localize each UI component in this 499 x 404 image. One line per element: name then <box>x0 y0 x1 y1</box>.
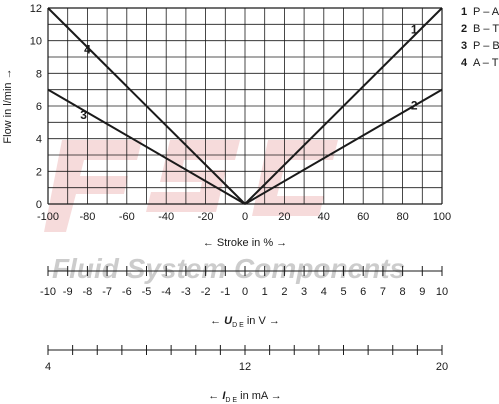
voltage-unit: in V → <box>244 315 280 327</box>
x-tick-label: -80 <box>79 211 95 223</box>
legend-number: 1 <box>461 6 468 18</box>
current-tick-label: 4 <box>45 361 51 373</box>
x-tick-label: 20 <box>278 211 290 223</box>
voltage-tick-label: 1 <box>262 286 268 298</box>
legend-label: A – T <box>473 57 499 69</box>
voltage-tick-label: 10 <box>436 286 448 298</box>
voltage-tick-label: 7 <box>380 286 386 298</box>
voltage-tick-label: 3 <box>301 286 307 298</box>
voltage-tick-label: -5 <box>142 286 152 298</box>
voltage-tick-label: 4 <box>321 286 327 298</box>
voltage-tick-label: 5 <box>340 286 346 298</box>
series-number-label: 3 <box>80 108 87 122</box>
x-tick-label: 60 <box>357 211 369 223</box>
voltage-tick-label: 0 <box>242 286 248 298</box>
voltage-subscript: D E <box>232 322 244 329</box>
y-tick-label: 8 <box>36 68 42 80</box>
x-tick-label: -100 <box>37 211 59 223</box>
voltage-tick-label: -4 <box>161 286 171 298</box>
legend-entry: 4 A – T <box>461 55 499 72</box>
voltage-symbol: U <box>224 315 233 327</box>
series-number-label: 1 <box>411 23 418 37</box>
x-tick-label: 100 <box>433 211 451 223</box>
voltage-tick-label: 2 <box>281 286 287 298</box>
current-subscript: D E <box>225 397 237 404</box>
watermark: Fluid System Components <box>44 140 405 284</box>
legend-number: 2 <box>461 23 468 35</box>
series-line-1 <box>244 7 443 205</box>
current-unit: in mA → <box>237 390 282 402</box>
watermark-text: Fluid System Components <box>52 253 405 284</box>
voltage-tick-label: -9 <box>63 286 73 298</box>
voltage-tick-label: -6 <box>122 286 132 298</box>
y-axis-label: Flow in l/min → <box>2 68 14 143</box>
voltage-scale-label: ← UD E in V → <box>210 315 280 329</box>
y-tick-label: 10 <box>30 36 42 48</box>
voltage-tick-label: -3 <box>181 286 191 298</box>
legend-entry: 1 P – A <box>461 4 499 21</box>
voltage-tick-label: -2 <box>201 286 211 298</box>
y-tick-label: 12 <box>30 3 42 15</box>
voltage-tick-label: -1 <box>220 286 230 298</box>
voltage-tick-label: -10 <box>40 286 56 298</box>
legend-label: P – A <box>473 6 499 18</box>
x-tick-label: -40 <box>158 211 174 223</box>
series-number-label: 2 <box>411 99 418 113</box>
legend-number: 3 <box>461 40 468 52</box>
series-line-4 <box>47 7 246 205</box>
current-tick-label: 12 <box>239 361 251 373</box>
legend-number: 4 <box>461 57 468 69</box>
current-tick-label: 20 <box>436 361 448 373</box>
current-symbol: I <box>222 390 226 402</box>
x-tick-label: 80 <box>396 211 408 223</box>
series-line-3 <box>47 88 246 205</box>
watermark-logo <box>44 140 338 232</box>
y-tick-label: 6 <box>36 101 42 113</box>
x-axis-label: ← Stroke in % → <box>203 237 287 249</box>
voltage-tick-label: 9 <box>419 286 425 298</box>
legend-entry: 2 B – T <box>461 21 499 38</box>
voltage-tick-label: -8 <box>83 286 93 298</box>
voltage-tick-label: -7 <box>102 286 112 298</box>
series-line-2 <box>244 88 443 205</box>
x-tick-label: 40 <box>318 211 330 223</box>
x-tick-label: -20 <box>198 211 214 223</box>
series-number-label: 4 <box>84 42 91 56</box>
y-tick-label: 4 <box>36 134 42 146</box>
chart-legend: 1 P – A 2 B – T 3 P – B 4 A – T <box>461 4 499 72</box>
voltage-tick-label: 6 <box>360 286 366 298</box>
current-scale-label: ← ID E in mA → <box>208 390 281 404</box>
x-tick-label: 0 <box>242 211 248 223</box>
legend-label: P – B <box>473 40 499 52</box>
legend-label: B – T <box>473 23 499 35</box>
y-tick-label: 2 <box>36 166 42 178</box>
legend-entry: 3 P – B <box>461 38 499 55</box>
x-tick-label: -60 <box>119 211 135 223</box>
y-tick-label: 0 <box>36 199 42 211</box>
voltage-tick-label: 8 <box>400 286 406 298</box>
